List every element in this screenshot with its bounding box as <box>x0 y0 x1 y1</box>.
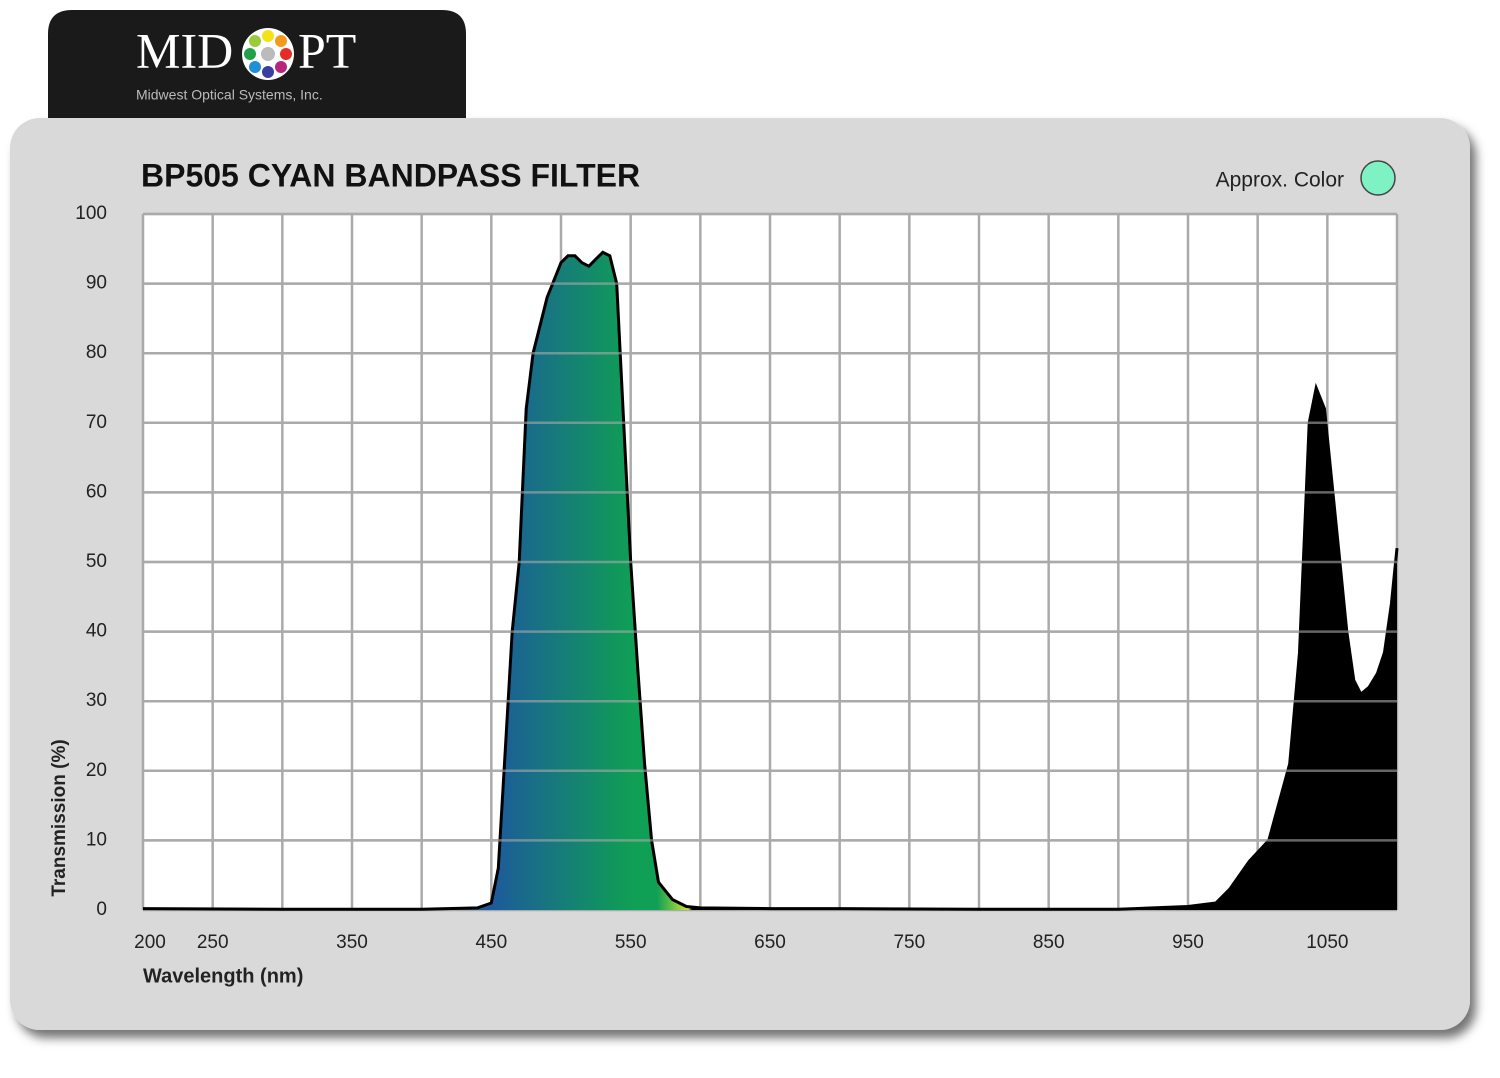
y-tick-label: 0 <box>96 899 107 920</box>
y-tick-label: 60 <box>86 481 107 502</box>
chart-title: BP505 CYAN BANDPASS FILTER <box>141 157 640 193</box>
x-axis-label: Wavelength (nm) <box>143 965 303 987</box>
y-axis-label: Transmission (%) <box>49 739 70 896</box>
x-tick-label: 750 <box>893 932 925 953</box>
x-tick-label: 850 <box>1033 932 1065 953</box>
x-tick-label: 450 <box>475 932 507 953</box>
x-tick-label: 550 <box>615 932 647 953</box>
x-tick-label: 200 <box>134 932 166 953</box>
x-tick-label: 1050 <box>1306 932 1348 953</box>
x-tick-label: 650 <box>754 932 786 953</box>
logo-tagline: Midwest Optical Systems, Inc. <box>136 87 323 103</box>
area <box>143 252 1397 911</box>
y-tick-label: 10 <box>86 829 107 850</box>
y-tick-label: 20 <box>86 760 107 781</box>
y-tick-label: 70 <box>86 412 107 433</box>
y-tick-label: 30 <box>86 690 107 711</box>
y-tick-label: 50 <box>86 551 107 572</box>
approx-color-swatch <box>1360 160 1396 196</box>
y-tick-label: 40 <box>86 621 107 642</box>
approx-color-label: Approx. Color <box>1216 169 1344 192</box>
x-tick-label: 350 <box>336 932 368 953</box>
x-tick-label: 950 <box>1172 932 1204 953</box>
y-tick-label: 80 <box>86 342 107 363</box>
y-tick-label: 100 <box>75 203 107 224</box>
logo-text: PT <box>298 22 356 78</box>
x-tick-label: 250 <box>197 932 229 953</box>
logo-ring <box>242 28 294 80</box>
logo-text: MID <box>136 22 233 78</box>
y-tick-label: 90 <box>86 273 107 294</box>
